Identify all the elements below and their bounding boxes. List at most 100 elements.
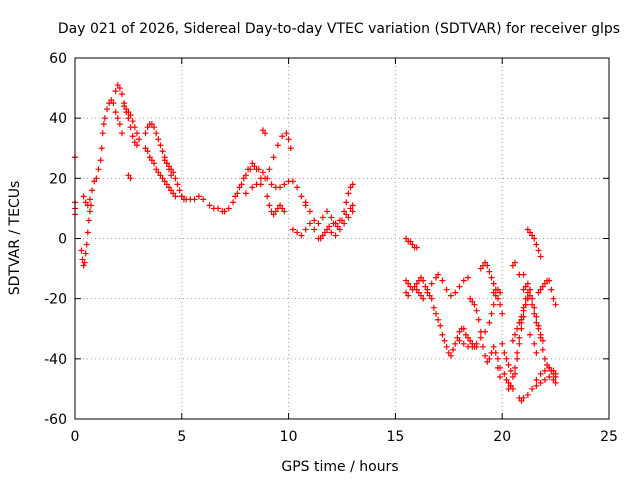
data-point (104, 106, 111, 113)
data-point (533, 382, 540, 389)
data-point (266, 166, 273, 173)
data-point (159, 175, 166, 182)
data-point (200, 196, 207, 203)
data-point (161, 178, 168, 185)
data-point (78, 247, 85, 254)
data-point (529, 232, 536, 239)
data-point (330, 220, 337, 227)
data-point (505, 379, 512, 386)
data-point (479, 343, 486, 350)
data-point (541, 376, 548, 383)
data-point (512, 364, 519, 371)
data-point (488, 274, 495, 281)
data-point (537, 334, 544, 341)
data-point (234, 190, 241, 197)
data-point (270, 154, 277, 161)
data-point (492, 286, 499, 293)
data-point (86, 208, 93, 215)
data-point (112, 88, 119, 95)
data-point (520, 394, 527, 401)
data-point (289, 226, 296, 233)
data-point (85, 217, 92, 224)
data-point (473, 307, 480, 314)
data-point (238, 181, 245, 188)
data-point (336, 226, 343, 233)
series-evening-4 (456, 286, 504, 350)
series-evening-5 (467, 295, 504, 371)
data-point (151, 124, 158, 131)
data-point (302, 199, 309, 206)
data-point (413, 286, 420, 293)
series-mid-morning-3 (161, 157, 187, 203)
data-point (432, 310, 439, 317)
data-point (174, 181, 181, 188)
data-point (349, 181, 356, 188)
data-point (486, 319, 493, 326)
data-point (349, 208, 356, 215)
data-point (317, 235, 324, 242)
data-point (501, 370, 508, 377)
data-point (324, 208, 331, 215)
series-afternoon-cluster-1 (289, 208, 356, 242)
data-point (176, 187, 183, 194)
data-point (259, 127, 266, 134)
data-point (482, 352, 489, 359)
data-point (512, 331, 519, 338)
data-point (125, 172, 132, 179)
data-point (546, 373, 553, 380)
data-point (452, 340, 459, 347)
data-point (456, 283, 463, 290)
data-point (452, 289, 459, 296)
data-point (475, 316, 482, 323)
data-point (268, 181, 275, 188)
data-point (529, 301, 536, 308)
data-point (424, 289, 431, 296)
data-point (490, 343, 497, 350)
data-point (477, 265, 484, 272)
data-point (262, 175, 269, 182)
data-point (492, 292, 499, 299)
data-point (539, 337, 546, 344)
data-point (533, 349, 540, 356)
data-point (499, 310, 506, 317)
data-point (486, 355, 493, 362)
data-point (155, 169, 162, 176)
series-late-night-2 (501, 286, 533, 392)
data-point (131, 124, 138, 131)
data-point (251, 163, 258, 170)
data-point (486, 268, 493, 275)
data-point (240, 175, 247, 182)
data-point (516, 319, 523, 326)
data-point (326, 223, 333, 230)
data-point (281, 181, 288, 188)
data-point (311, 217, 318, 224)
series-noon-lower (221, 163, 309, 215)
data-point (503, 355, 510, 362)
data-point (418, 274, 425, 281)
data-point (537, 370, 544, 377)
data-point (114, 82, 121, 89)
data-point (403, 235, 410, 242)
data-point (245, 166, 252, 173)
data-point (490, 289, 497, 296)
data-point (537, 253, 544, 260)
data-point (407, 238, 414, 245)
data-point (409, 241, 416, 248)
data-point (541, 355, 548, 362)
data-point (546, 364, 553, 371)
data-point (439, 277, 446, 284)
data-point (345, 214, 352, 221)
series-evening-1 (403, 274, 435, 302)
series-mid-morning-2 (142, 145, 179, 200)
data-point (144, 124, 151, 131)
data-point (499, 340, 506, 347)
data-point (259, 169, 266, 176)
y-axis-title: SDTVAR / TECUs (7, 181, 23, 296)
data-point (163, 181, 170, 188)
data-point (133, 130, 140, 137)
data-point (277, 202, 284, 209)
data-point (191, 196, 198, 203)
data-point (443, 286, 450, 293)
data-point (443, 343, 450, 350)
data-point (242, 172, 249, 179)
